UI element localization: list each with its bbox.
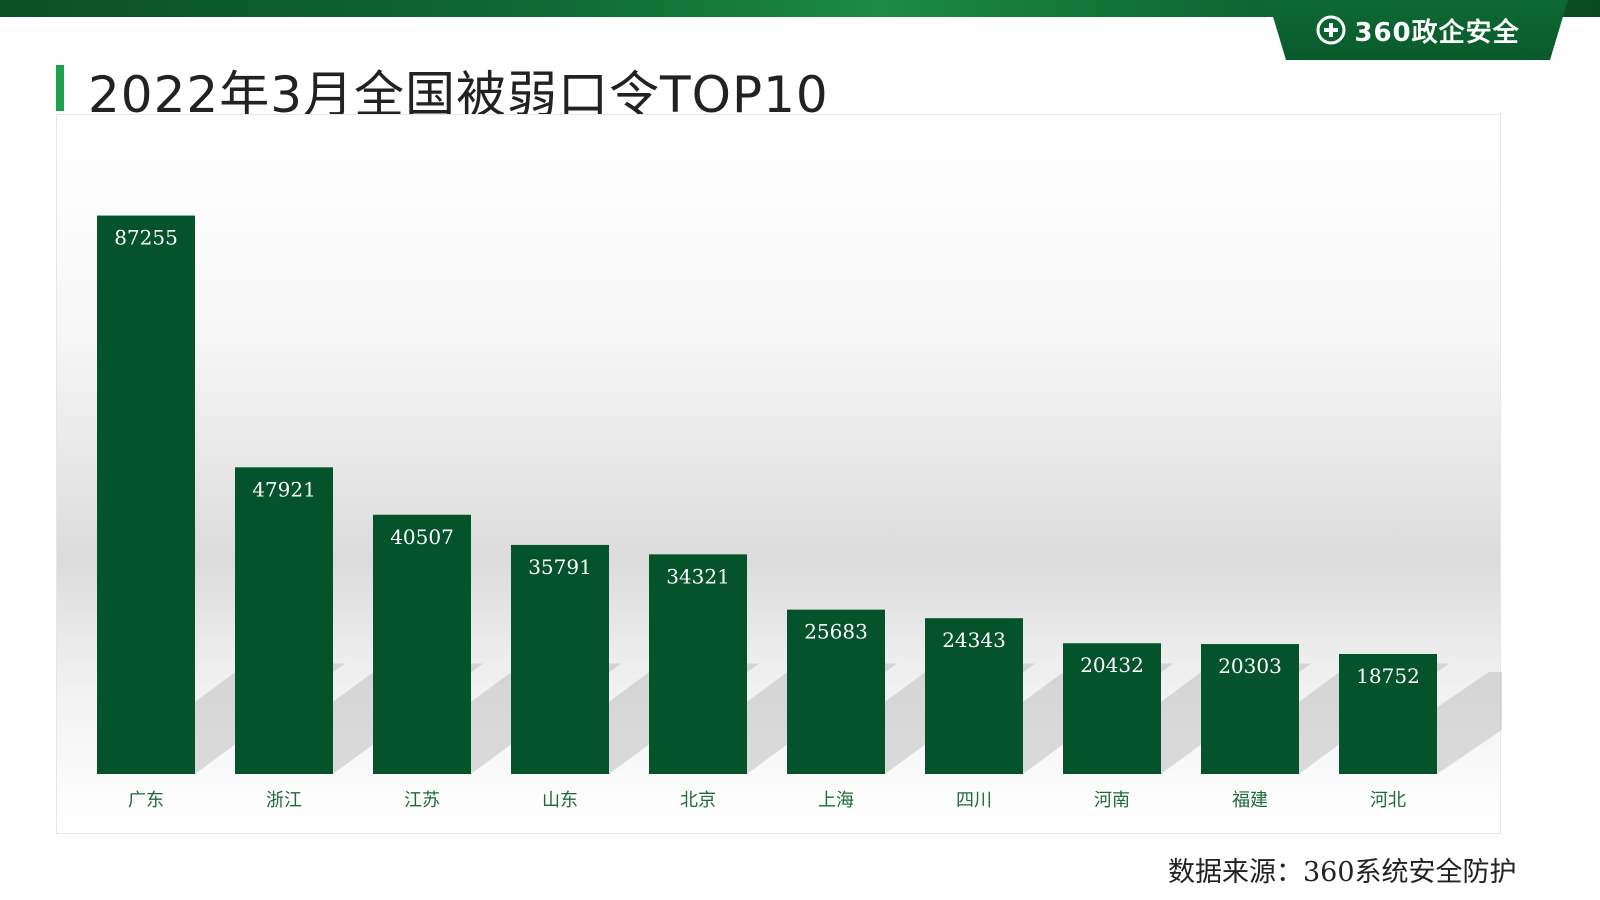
data-label: 35791 [528,555,592,579]
chart-area: 87255 广东 47921 浙江 40507 江苏 35791 山东 34321 北京 25683… [56,114,1502,834]
bar [787,609,885,774]
category-label: 河北 [1370,790,1406,811]
bar [511,544,609,774]
top-banner [0,0,1600,17]
data-label: 40507 [390,525,454,549]
category-label: 上海 [818,790,854,811]
category-label: 江苏 [404,790,440,811]
data-label: 18752 [1356,664,1420,688]
bar [373,514,471,774]
brand-logo: 360政企安全 [1268,0,1568,60]
category-label: 浙江 [266,790,302,811]
data-label: 24343 [942,628,1006,652]
data-label: 87255 [114,226,178,250]
bar-chart: 87255 广东 47921 浙江 40507 江苏 35791 山东 34321 北京 25683… [97,215,1502,811]
data-label: 20432 [1080,653,1144,677]
category-label: 山东 [542,790,578,811]
bar [1063,643,1161,774]
category-label: 广东 [128,790,164,811]
bar [235,467,333,774]
data-source-note: 数据来源：360系统安全防护 [1168,857,1517,888]
category-label: 福建 [1232,790,1268,811]
data-label: 34321 [666,564,730,588]
category-label: 河南 [1094,790,1130,811]
title-accent-bar [56,65,64,111]
bar [1339,653,1437,774]
data-label: 25683 [804,620,868,644]
data-label: 20303 [1218,654,1282,678]
data-label: 47921 [252,477,316,501]
brand-name: 360政企安全 [1354,17,1520,48]
bar [649,554,747,774]
bar [97,215,195,774]
category-label: 北京 [680,790,716,811]
plus-circle-icon [1316,15,1346,45]
bar [925,618,1023,774]
category-label: 四川 [956,790,992,811]
bar-layer: 87255 广东 47921 浙江 40507 江苏 35791 山东 34321 北京 25683… [97,215,1437,811]
bar [1201,644,1299,774]
